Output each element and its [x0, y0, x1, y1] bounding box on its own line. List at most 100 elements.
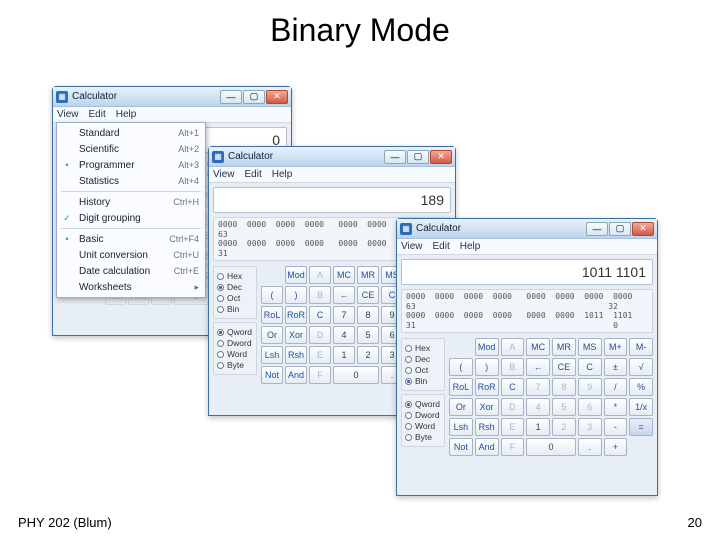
key-4[interactable]: 4 — [526, 398, 550, 416]
key-5[interactable]: 5 — [552, 398, 576, 416]
close-button[interactable]: ✕ — [266, 90, 288, 104]
menubar[interactable]: View Edit Help — [53, 107, 291, 123]
key-e[interactable]: E — [309, 346, 331, 364]
menu-view[interactable]: View — [57, 109, 79, 120]
key-c[interactable]: C — [578, 358, 602, 376]
close-button[interactable]: ✕ — [632, 222, 654, 236]
menu-edit[interactable]: Edit — [245, 169, 262, 180]
key--[interactable]: ( — [449, 358, 473, 376]
word-group[interactable]: Qword Dword Word Byte — [213, 322, 257, 375]
titlebar[interactable]: ▦ Calculator — ▢ ✕ — [209, 147, 455, 167]
key-and[interactable]: And — [475, 438, 499, 456]
radix-group[interactable]: Hex Dec Oct Bin — [401, 338, 445, 391]
menu-item-history[interactable]: HistoryCtrl+H — [57, 194, 205, 210]
key--[interactable]: + — [604, 438, 628, 456]
titlebar[interactable]: ▦ Calculator — ▢ ✕ — [397, 219, 657, 239]
key-9[interactable]: 9 — [578, 378, 602, 396]
key-6[interactable]: 6 — [578, 398, 602, 416]
minimize-button[interactable]: — — [586, 222, 608, 236]
key--[interactable]: ( — [261, 286, 283, 304]
key-d[interactable]: D — [501, 398, 525, 416]
radix-group[interactable]: Hex Dec Oct Bin — [213, 266, 257, 319]
menu-help[interactable]: Help — [460, 241, 481, 252]
menubar[interactable]: View Edit Help — [209, 167, 455, 183]
key-c[interactable]: C — [501, 378, 525, 396]
key--[interactable]: / — [604, 378, 628, 396]
key--[interactable]: √ — [629, 358, 653, 376]
menu-item-unit-conversion[interactable]: Unit conversionCtrl+U — [57, 247, 205, 263]
key-mod[interactable]: Mod — [475, 338, 499, 356]
key-2[interactable]: 2 — [357, 346, 379, 364]
key-e[interactable]: E — [501, 418, 525, 436]
key-xor[interactable]: Xor — [475, 398, 499, 416]
menu-edit[interactable]: Edit — [433, 241, 450, 252]
key-b[interactable]: B — [501, 358, 525, 376]
menu-edit[interactable]: Edit — [89, 109, 106, 120]
key--[interactable]: . — [578, 438, 602, 456]
menu-item-digit-grouping[interactable]: ✓Digit grouping — [57, 210, 205, 226]
menu-view[interactable]: View — [213, 169, 235, 180]
key-a[interactable]: A — [501, 338, 525, 356]
key-rsh[interactable]: Rsh — [285, 346, 307, 364]
key--[interactable]: ← — [333, 286, 355, 304]
key-lsh[interactable]: Lsh — [449, 418, 473, 436]
menu-item-basic[interactable]: •BasicCtrl+F4 — [57, 231, 205, 247]
menu-item-statistics[interactable]: StatisticsAlt+4 — [57, 173, 205, 189]
key-ms[interactable]: MS — [578, 338, 602, 356]
close-button[interactable]: ✕ — [430, 150, 452, 164]
key-3[interactable]: 3 — [578, 418, 602, 436]
key--[interactable]: ± — [604, 358, 628, 376]
key-0[interactable]: 0 — [526, 438, 576, 456]
key-8[interactable]: 8 — [552, 378, 576, 396]
key-mr[interactable]: MR — [357, 266, 379, 284]
key-b[interactable]: B — [309, 286, 331, 304]
key-or[interactable]: Or — [449, 398, 473, 416]
key-a[interactable]: A — [309, 266, 331, 284]
menubar[interactable]: View Edit Help — [397, 239, 657, 255]
key--[interactable]: ← — [526, 358, 550, 376]
key-c[interactable]: C — [309, 306, 331, 324]
key-f[interactable]: F — [309, 366, 331, 384]
key-1[interactable]: 1 — [526, 418, 550, 436]
key-2[interactable]: 2 — [552, 418, 576, 436]
key-ror[interactable]: RoR — [285, 306, 307, 324]
maximize-button[interactable]: ▢ — [407, 150, 429, 164]
menu-item-scientific[interactable]: ScientificAlt+2 — [57, 141, 205, 157]
key-ce[interactable]: CE — [552, 358, 576, 376]
key-ror[interactable]: RoR — [475, 378, 499, 396]
key-8[interactable]: 8 — [357, 306, 379, 324]
key-m-[interactable]: M+ — [604, 338, 628, 356]
key-f[interactable]: F — [501, 438, 525, 456]
key-4[interactable]: 4 — [333, 326, 355, 344]
key-not[interactable]: Not — [261, 366, 283, 384]
menu-view[interactable]: View — [401, 241, 423, 252]
key--[interactable]: * — [604, 398, 628, 416]
key-mc[interactable]: MC — [333, 266, 355, 284]
menu-item-worksheets[interactable]: Worksheets▸ — [57, 279, 205, 295]
key-0[interactable]: 0 — [333, 366, 379, 384]
key-ce[interactable]: CE — [357, 286, 379, 304]
key-and[interactable]: And — [285, 366, 307, 384]
key-1[interactable]: 1 — [333, 346, 355, 364]
key--[interactable]: % — [629, 378, 653, 396]
key-d[interactable]: D — [309, 326, 331, 344]
key-rol[interactable]: RoL — [449, 378, 473, 396]
key-xor[interactable]: Xor — [285, 326, 307, 344]
key-rol[interactable]: RoL — [261, 306, 283, 324]
view-menu[interactable]: StandardAlt+1ScientificAlt+2•ProgrammerA… — [56, 122, 206, 298]
titlebar[interactable]: ▦ Calculator — ▢ ✕ — [53, 87, 291, 107]
maximize-button[interactable]: ▢ — [243, 90, 265, 104]
key-mc[interactable]: MC — [526, 338, 550, 356]
key-lsh[interactable]: Lsh — [261, 346, 283, 364]
key-5[interactable]: 5 — [357, 326, 379, 344]
key-not[interactable]: Not — [449, 438, 473, 456]
key-mr[interactable]: MR — [552, 338, 576, 356]
menu-item-date-calculation[interactable]: Date calculationCtrl+E — [57, 263, 205, 279]
key-7[interactable]: 7 — [333, 306, 355, 324]
key-m-[interactable]: M- — [629, 338, 653, 356]
key-or[interactable]: Or — [261, 326, 283, 344]
maximize-button[interactable]: ▢ — [609, 222, 631, 236]
key-rsh[interactable]: Rsh — [475, 418, 499, 436]
menu-help[interactable]: Help — [116, 109, 137, 120]
word-group[interactable]: Qword Dword Word Byte — [401, 394, 445, 447]
